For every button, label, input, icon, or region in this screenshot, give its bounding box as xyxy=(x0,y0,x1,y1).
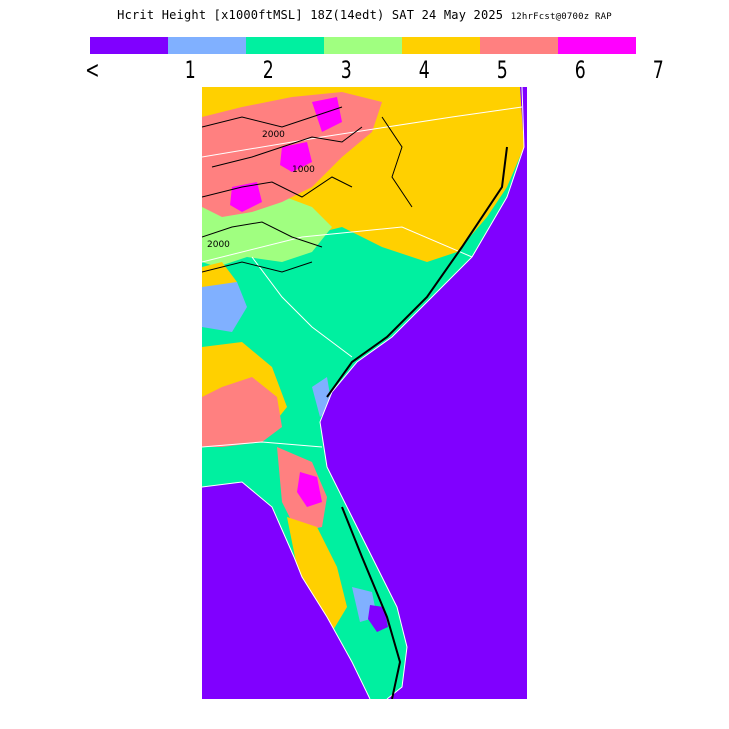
contour-line xyxy=(202,221,323,248)
legend-tick-label: 5 xyxy=(496,56,508,84)
legend-tick-label: 1 xyxy=(184,56,196,84)
lake-okeechobee xyxy=(368,605,388,632)
contour-line xyxy=(211,126,363,168)
state-border xyxy=(251,256,353,358)
legend-tick-label: 2 xyxy=(262,56,274,84)
legend-tick-label: 7 xyxy=(652,56,664,84)
legend-swatch-4 xyxy=(324,37,402,54)
state-border xyxy=(202,106,523,158)
legend-swatch-2 xyxy=(168,37,246,54)
contour-label: 2000 xyxy=(262,130,285,140)
legend-tick-label: 3 xyxy=(340,56,352,84)
contour-line xyxy=(202,176,353,198)
coast-contour xyxy=(326,146,508,398)
legend-swatch-5 xyxy=(402,37,480,54)
title-main: Hcrit Height [x1000ftMSL] 18Z(14edt) SAT… xyxy=(117,8,504,22)
legend-tick-labels: < 1 2 3 4 5 6 7 xyxy=(0,56,729,86)
legend-swatch-3 xyxy=(246,37,324,54)
legend-tick-label: 6 xyxy=(574,56,586,84)
title-forecast: 12hrFcst@0700z RAP xyxy=(510,12,612,22)
state-border xyxy=(202,441,323,448)
legend-tick-label: < xyxy=(85,56,100,84)
region-5k-southeast xyxy=(202,377,282,447)
region-6k-peaks-1 xyxy=(312,97,342,132)
region-1k-patch xyxy=(202,282,247,332)
region-6k-florida xyxy=(297,472,322,507)
gulf-of-mexico xyxy=(202,482,370,699)
legend-tick-label: 4 xyxy=(418,56,430,84)
legend-swatch-6 xyxy=(480,37,558,54)
contour-line xyxy=(381,116,413,208)
coast-contour xyxy=(341,506,402,699)
legend-swatch-7 xyxy=(558,37,636,54)
contour-line xyxy=(202,261,313,273)
legend-swatch-1 xyxy=(90,37,168,54)
contour-line xyxy=(202,106,343,128)
state-border xyxy=(202,226,473,263)
coastline xyxy=(202,87,525,699)
atlantic-ocean xyxy=(320,87,527,699)
region-6k-peaks-2 xyxy=(280,142,312,172)
contour-label: 2000 xyxy=(207,240,230,250)
region-6k-peaks-3 xyxy=(230,182,262,212)
contour-label: 1000 xyxy=(292,165,315,175)
legend-colorbar xyxy=(90,37,636,54)
forecast-map: 2000 1000 2000 xyxy=(202,87,527,699)
map-title: Hcrit Height [x1000ftMSL] 18Z(14edt) SAT… xyxy=(0,8,729,22)
region-4k-florida xyxy=(287,517,347,632)
